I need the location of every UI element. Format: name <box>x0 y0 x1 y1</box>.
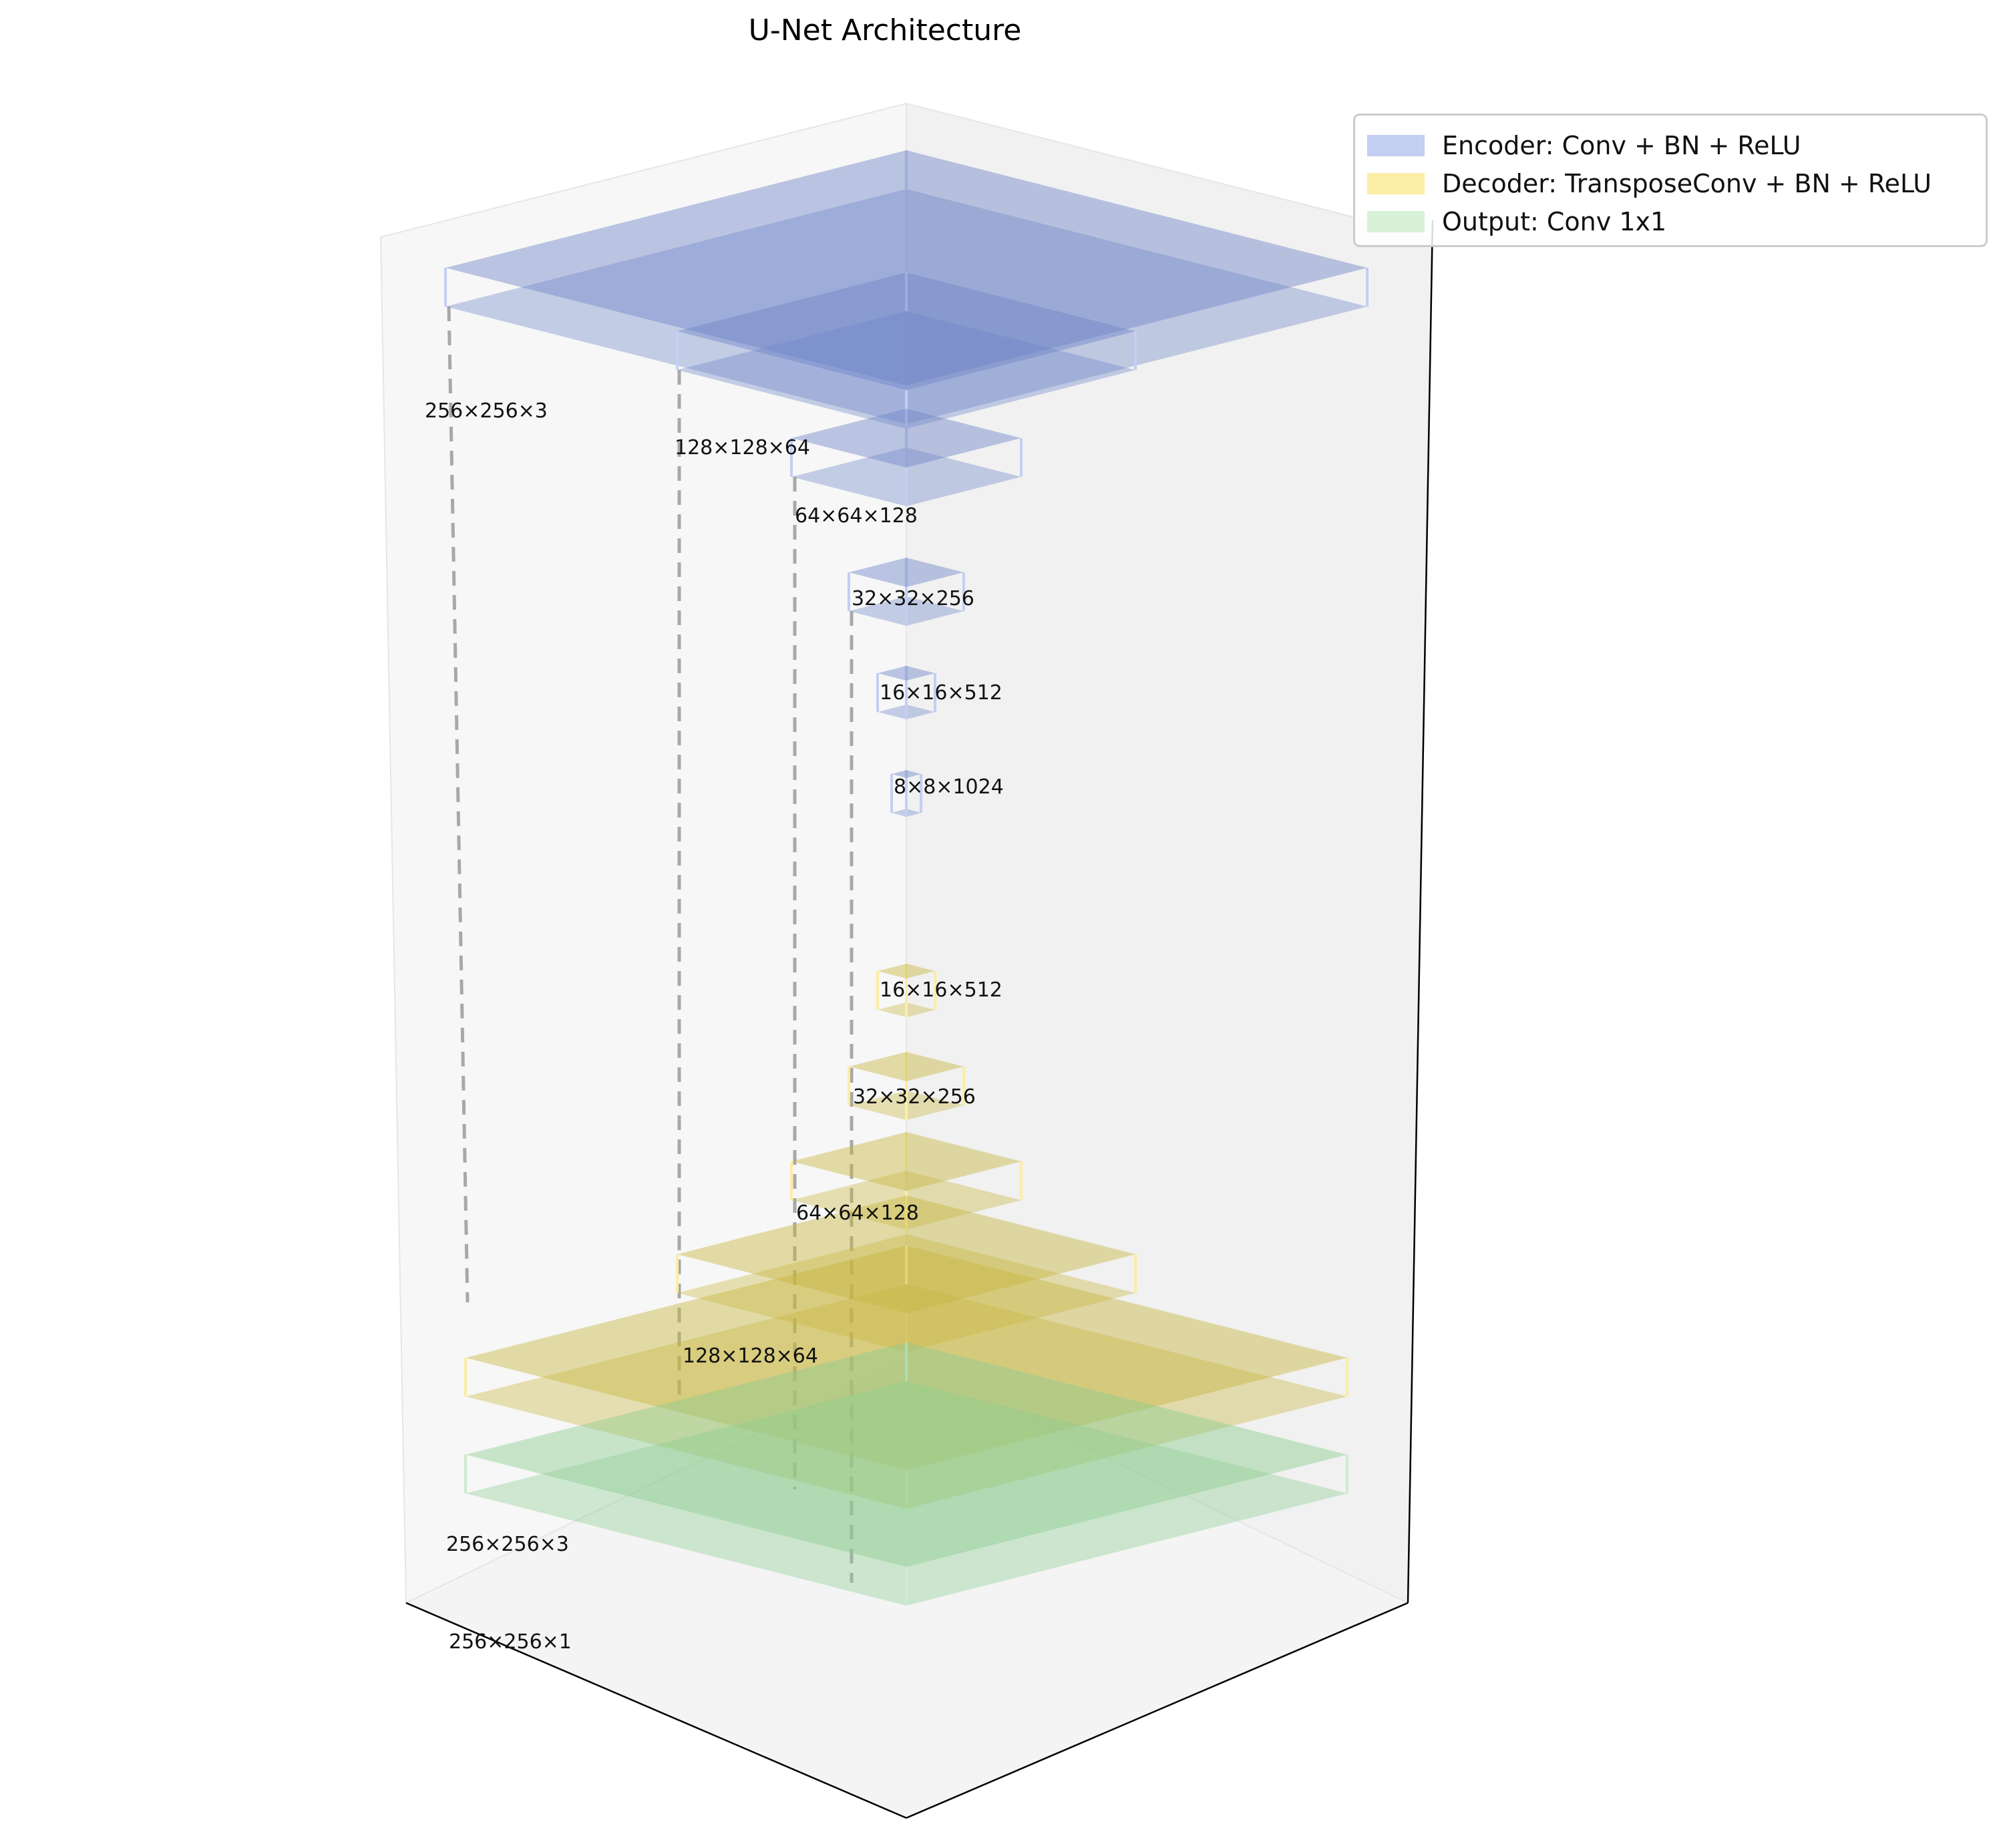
output-block <box>464 1342 1348 1606</box>
decoder-block-bottom-face <box>466 1284 1347 1509</box>
layer-blocks <box>444 150 1368 1606</box>
encoder-block-bottom-face <box>677 311 1135 429</box>
legend-swatch-encoder <box>1367 135 1425 156</box>
decoder-block-label: 16×16×512 <box>880 978 1002 1002</box>
encoder-block <box>848 558 965 626</box>
legend-label-encoder: Encoder: Conv + BN + ReLU <box>1442 131 1801 160</box>
encoder-block <box>890 770 922 817</box>
decoder-block-label: 128×128×64 <box>683 1344 818 1368</box>
decoder-block-top-face <box>849 1052 964 1081</box>
decoder-block-label: 256×256×3 <box>446 1533 569 1556</box>
encoder-block-label: 32×32×256 <box>852 587 974 610</box>
encoder-block-label: 64×64×128 <box>795 504 918 528</box>
skip-connection-line <box>447 306 470 1303</box>
output-block-bottom-face <box>466 1381 1347 1606</box>
encoder-block-label: 16×16×512 <box>880 681 1002 705</box>
encoder-block <box>676 272 1137 429</box>
encoder-block-label: 128×128×64 <box>675 436 810 459</box>
decoder-block-bottom-face <box>677 1234 1135 1352</box>
skip-connections <box>447 306 854 1583</box>
legend-label-output: Output: Conv 1x1 <box>1442 207 1667 236</box>
decoder-block <box>848 1052 965 1120</box>
encoder-block-top-face <box>849 558 964 587</box>
encoder-block <box>790 409 1023 506</box>
legend-label-decoder: Decoder: TransposeConv + BN + ReLU <box>1442 169 1932 198</box>
decoder-block-label: 32×32×256 <box>853 1085 976 1109</box>
output-block-top-face <box>466 1342 1347 1567</box>
encoder-block <box>876 666 936 719</box>
encoder-block-top-face <box>892 770 921 778</box>
encoder-block-top-face <box>677 272 1135 390</box>
encoder-block-top-face <box>791 409 1021 468</box>
legend-swatch-decoder <box>1367 173 1425 194</box>
decoder-block <box>876 964 936 1017</box>
axis-line-left <box>405 1602 907 1819</box>
legend-item-output: Output: Conv 1x1 <box>1367 205 1666 238</box>
legend-item-encoder: Encoder: Conv + BN + ReLU <box>1367 129 1801 162</box>
encoder-block-top-face <box>878 666 935 681</box>
legend-item-decoder: Decoder: TransposeConv + BN + ReLU <box>1367 167 1932 200</box>
encoder-block-top-face <box>445 150 1367 385</box>
diagram-title: U-Net Architecture <box>748 13 1022 47</box>
legend: Encoder: Conv + BN + ReLU Decoder: Trans… <box>1353 114 1988 247</box>
axis-line-right <box>906 1602 1409 1819</box>
axis-line-vertical <box>1407 220 1434 1604</box>
decoder-block-top-face <box>791 1132 1021 1191</box>
decoder-block-top-face <box>878 964 935 978</box>
encoder-block-label: 256×256×3 <box>425 399 548 423</box>
layer-labels: 256×256×3 128×128×64 64×64×128 32×32×256 16×… <box>425 399 1004 1654</box>
decoder-block-label: 64×64×128 <box>796 1202 919 1225</box>
output-block-label: 256×256×1 <box>449 1630 572 1654</box>
encoder-block-label: 8×8×1024 <box>894 775 1004 799</box>
legend-swatch-output <box>1367 211 1425 232</box>
